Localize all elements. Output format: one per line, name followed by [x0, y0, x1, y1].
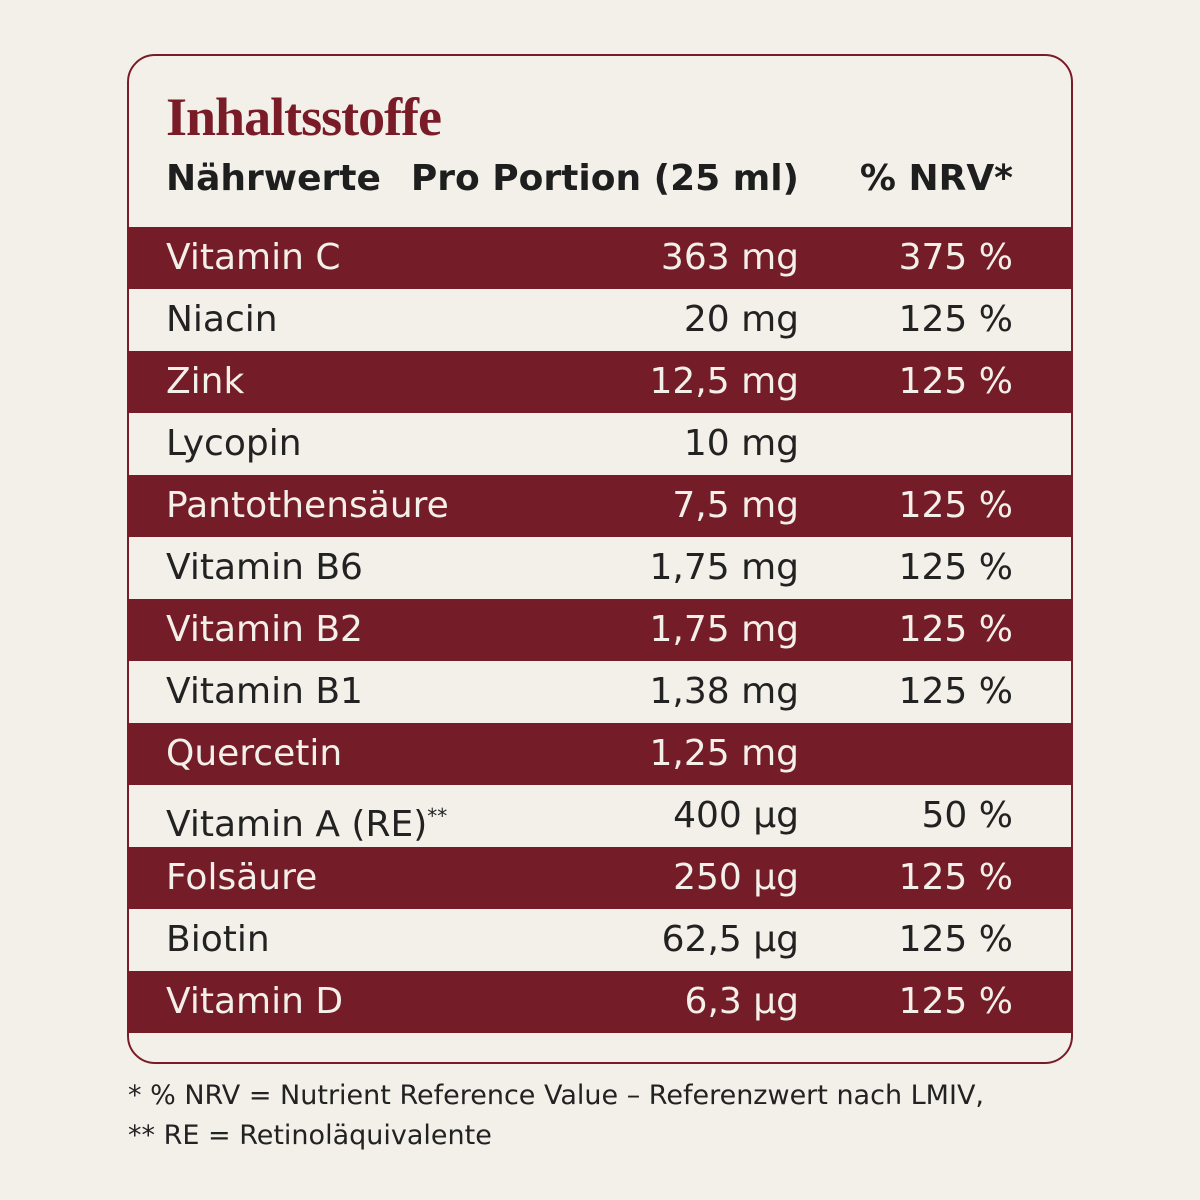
nutrient-name-text: Pantothensäure [166, 485, 449, 526]
table-card: Inhaltsstoffe Nährwerte Pro Portion (25 … [127, 54, 1073, 1064]
nutrient-name: Pantothensäure [166, 485, 449, 527]
nrv: 375 % [898, 237, 1013, 278]
table-row: Vitamin B2 1,75 mg 125 % [129, 599, 1071, 661]
nutrient-name: Vitamin D [166, 981, 343, 1023]
nutrient-name: Folsäure [166, 857, 317, 899]
nutrient-name: Biotin [166, 919, 270, 961]
title: Inhaltsstoffe [166, 87, 442, 147]
nutrient-name-text: Quercetin [166, 733, 343, 774]
nutrient-name: Vitamin A (RE)** [166, 795, 447, 846]
nutrient-name-text: Vitamin B1 [166, 671, 363, 712]
table-row: Biotin 62,5 µg 125 % [129, 909, 1071, 971]
nrv: 125 % [898, 919, 1013, 960]
table-row: Quercetin 1,25 mg [129, 723, 1071, 785]
amount: 363 mg [660, 237, 799, 278]
nutrient-name: Zink [166, 361, 244, 403]
nrv: 125 % [898, 361, 1013, 402]
nutrient-name-text: Lycopin [166, 423, 302, 464]
amount: 6,3 µg [684, 981, 799, 1022]
nutrient-name-text: Zink [166, 361, 245, 402]
nutrient-name-text: Biotin [166, 919, 270, 960]
nutrient-name-text: Vitamin A (RE) [166, 804, 428, 845]
table-row: Folsäure 250 µg 125 % [129, 847, 1071, 909]
header-cell: % NRV* [859, 158, 1013, 199]
nutrient-name-text: Vitamin B2 [166, 609, 363, 650]
nrv: 125 % [898, 485, 1013, 526]
nutrient-name: Vitamin B6 [166, 547, 363, 589]
amount: 1,25 mg [649, 733, 799, 774]
table-row: Vitamin B6 1,75 mg 125 % [129, 537, 1071, 599]
amount: 20 mg [683, 299, 799, 340]
nrv: 125 % [898, 981, 1013, 1022]
amount: 250 µg [673, 857, 799, 898]
nutrient-name: Vitamin B1 [166, 671, 363, 713]
nutrient-name: Quercetin [166, 733, 342, 775]
table-row: Vitamin C 363 mg 375 % [129, 227, 1071, 289]
nutrient-name-text: Vitamin D [166, 981, 344, 1022]
table-row: Vitamin D 6,3 µg 125 % [129, 971, 1071, 1033]
nrv: 125 % [898, 857, 1013, 898]
nutrient-name-text: Vitamin C [166, 237, 341, 278]
table-row: Lycopin 10 mg [129, 413, 1071, 475]
nrv: 50 % [921, 795, 1013, 836]
nrv: 125 % [898, 299, 1013, 340]
nutrient-name-text: Folsäure [166, 857, 318, 898]
footnote-mark: ** [427, 804, 448, 828]
table-row: Vitamin B1 1,38 mg 125 % [129, 661, 1071, 723]
nrv: 125 % [898, 609, 1013, 650]
nrv: 125 % [898, 547, 1013, 588]
amount: 1,75 mg [649, 547, 799, 588]
table-row: Zink 12,5 mg 125 % [129, 351, 1071, 413]
table-row: Vitamin A (RE)** 400 µg 50 % [129, 785, 1071, 847]
nutrient-name: Vitamin B2 [166, 609, 363, 651]
table-row: Pantothensäure 7,5 mg 125 % [129, 475, 1071, 537]
footnote: ** RE = Retinoläquivalente [128, 1120, 492, 1151]
nutrient-name: Lycopin [166, 423, 302, 465]
amount: 12,5 mg [649, 361, 799, 402]
amount: 400 µg [673, 795, 799, 836]
header-cell: Pro Portion (25 ml) [410, 158, 799, 199]
nutrient-name: Niacin [166, 299, 278, 341]
nutrient-name-text: Niacin [166, 299, 278, 340]
amount: 1,75 mg [649, 609, 799, 650]
nutrient-name-text: Vitamin B6 [166, 547, 363, 588]
header-cell: Nährwerte [166, 158, 381, 199]
nutrient-name: Vitamin C [166, 237, 340, 279]
footnote: * % NRV = Nutrient Reference Value – Ref… [128, 1080, 984, 1111]
amount: 62,5 µg [661, 919, 799, 960]
table-row: Niacin 20 mg 125 % [129, 289, 1071, 351]
nrv: 125 % [898, 671, 1013, 712]
amount: 1,38 mg [649, 671, 799, 712]
amount: 10 mg [683, 423, 799, 464]
amount: 7,5 mg [672, 485, 799, 526]
